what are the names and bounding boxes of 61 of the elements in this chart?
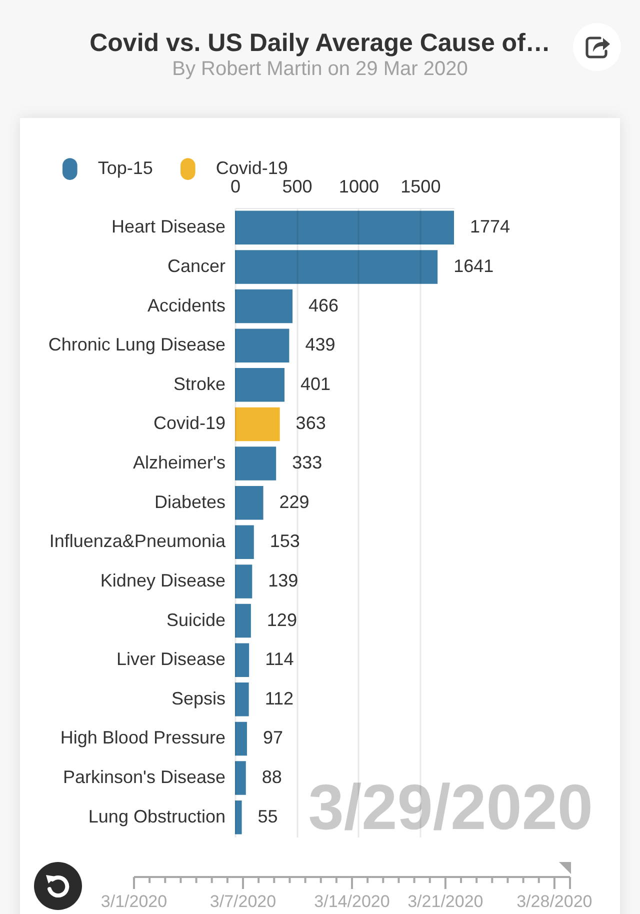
text: 3/14/2020	[314, 892, 390, 912]
legend-label: Covid-19	[216, 158, 288, 178]
y-tick-label: Suicide	[166, 610, 226, 630]
legend-label: Top-15	[98, 158, 153, 178]
data-label: 466	[308, 295, 339, 316]
y-tick-label: Kidney Disease	[100, 570, 226, 590]
x-tick-label: 500	[282, 176, 312, 196]
y-tick-label: Influenza&Pneumonia	[49, 531, 226, 552]
bar	[235, 564, 252, 598]
x-tick-label: 0	[230, 176, 241, 196]
chart-subtitle: By Robert Martin on 29 Mar 2020	[171, 58, 469, 81]
x-tick-label: 1000	[338, 176, 379, 196]
data-label: 114	[265, 649, 294, 670]
text: 3/21/2020	[408, 892, 484, 912]
bar	[235, 761, 246, 795]
bar	[235, 525, 254, 560]
data-label: 97	[262, 728, 284, 748]
bar	[235, 682, 249, 716]
bar	[235, 604, 251, 638]
data-label: 129	[266, 610, 297, 630]
data-label: 1774	[470, 216, 510, 237]
bar	[235, 800, 242, 834]
y-tick-label: Liver Disease	[116, 649, 226, 670]
chart-title: Covid vs. US Daily Average Cause of…	[88, 29, 552, 58]
y-tick-label: Heart Disease	[111, 216, 226, 237]
data-label: 88	[262, 767, 282, 788]
y-tick-label: Alzheimer's	[133, 452, 226, 473]
y-tick-label: Stroke	[173, 374, 226, 394]
bar	[235, 210, 454, 245]
bar	[235, 289, 293, 324]
data-label: 363	[296, 413, 326, 434]
y-tick-label: Diabetes	[154, 492, 226, 512]
data-label: 401	[300, 374, 331, 394]
bar	[235, 250, 438, 284]
data-label: 139	[268, 570, 298, 590]
data-label: 439	[305, 334, 336, 355]
y-tick-label: Chronic Lung Disease	[48, 334, 226, 355]
data-label: 333	[292, 452, 322, 473]
bar	[235, 368, 285, 402]
y-tick-label: Cancer	[167, 256, 226, 276]
bar	[235, 486, 264, 520]
y-tick-label: High Blood Pressure	[60, 728, 226, 748]
data-label: 1641	[454, 256, 494, 276]
bar	[235, 643, 250, 677]
y-tick-label: Covid-19	[153, 413, 226, 434]
data-label: 112	[264, 688, 294, 708]
text: 3/1/2020	[100, 892, 168, 912]
text: 3/28/2020	[516, 892, 592, 912]
y-tick-label: Parkinson's Disease	[62, 767, 226, 788]
y-tick-label: Lung Obstruction	[88, 806, 226, 826]
bar	[235, 446, 276, 480]
data-label: 229	[279, 492, 310, 512]
y-tick-label: Accidents	[147, 295, 226, 316]
data-label: 55	[258, 806, 278, 826]
bar	[235, 407, 280, 442]
data-label: 153	[270, 531, 300, 552]
bar	[235, 722, 247, 756]
x-tick-label: 1500	[400, 176, 441, 196]
y-tick-label: Sepsis	[171, 688, 226, 708]
bar	[235, 328, 290, 362]
text: 3/7/2020	[210, 892, 276, 912]
